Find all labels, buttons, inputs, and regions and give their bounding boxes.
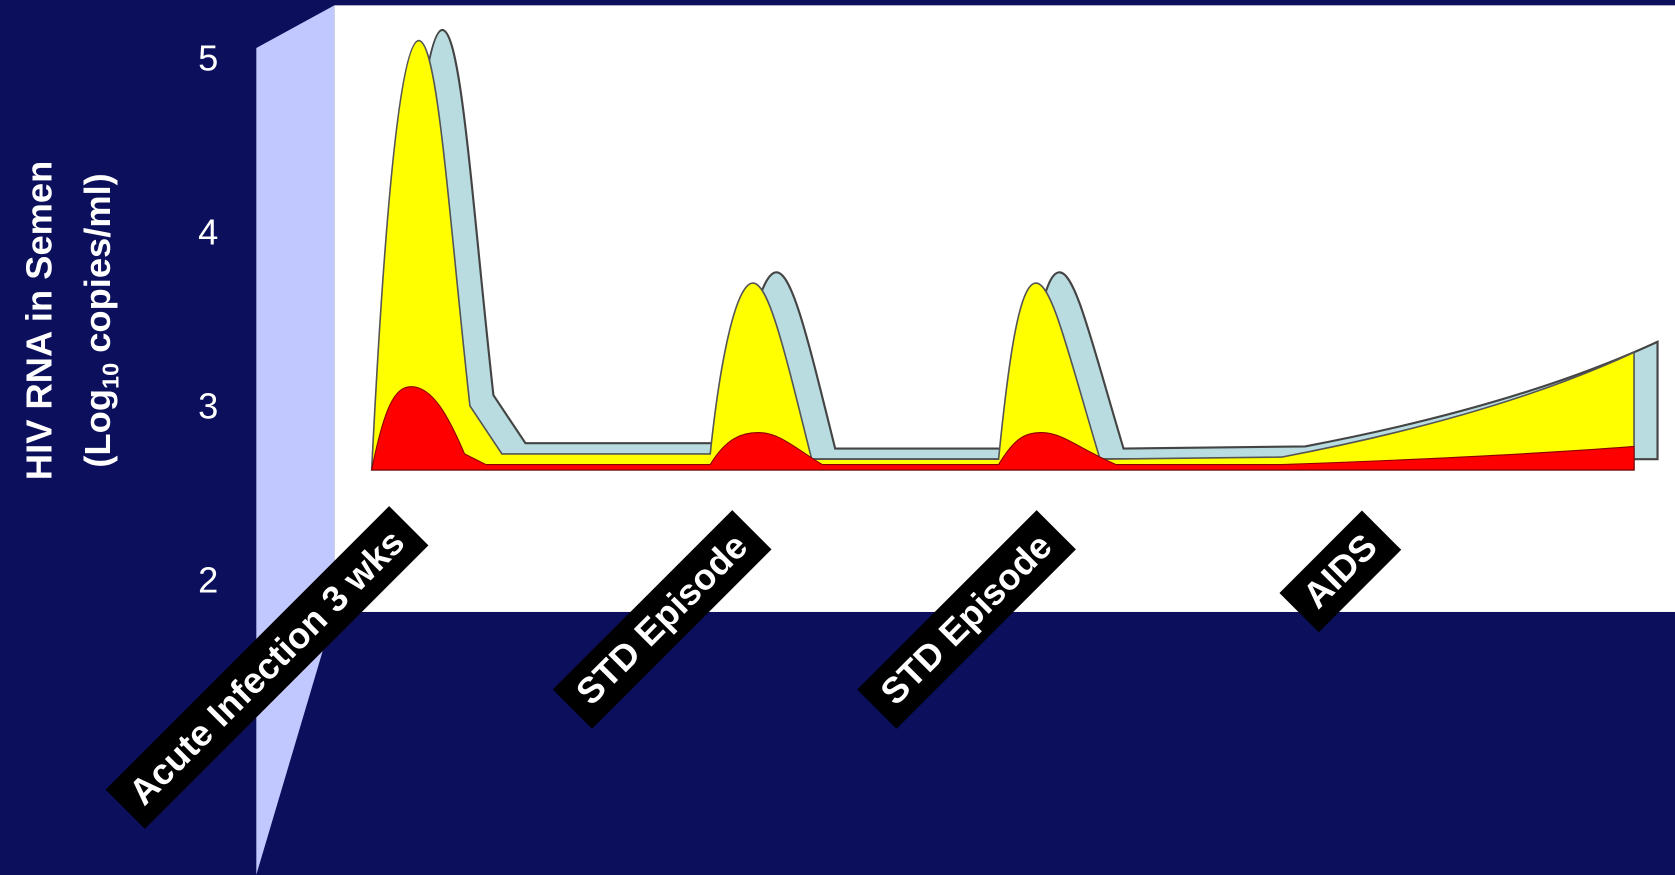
y-tick-label: 3	[198, 386, 218, 427]
y-title-part: (Log	[77, 389, 118, 468]
label-box	[105, 506, 429, 829]
y-title-line1: HIV RNA in Semen	[18, 161, 59, 480]
y-tick-label: 2	[198, 560, 218, 601]
y-axis-title: HIV RNA in Semen	[18, 161, 59, 480]
y-tick-label: 4	[198, 212, 218, 253]
label-box	[857, 510, 1076, 729]
y-tick-label: 5	[198, 37, 218, 78]
curves	[370, 28, 1659, 471]
plot-area	[334, 5, 1675, 612]
red-area	[371, 386, 1635, 471]
label-box	[1279, 510, 1402, 633]
y-title-part: copies/ml)	[77, 173, 118, 363]
yellow-area	[370, 39, 1635, 471]
label-box	[552, 510, 772, 729]
y-title-subscript: 10	[98, 363, 124, 389]
y-axis-title-2: (Log10 copies/ml)	[77, 173, 124, 467]
